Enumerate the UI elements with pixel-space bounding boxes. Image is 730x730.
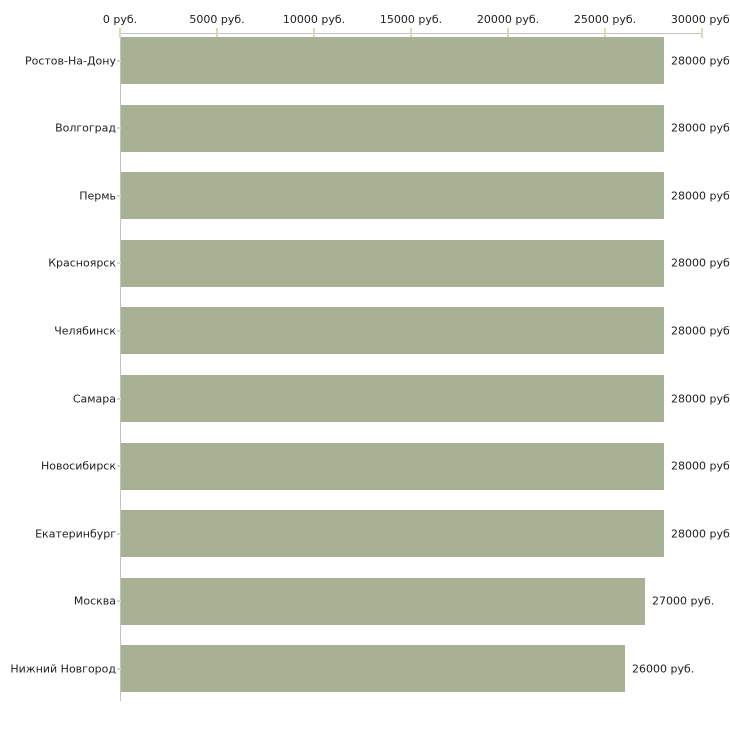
x-tick-label: 15000 руб. <box>379 13 443 26</box>
category-label: Новосибирск <box>40 459 116 473</box>
y-tick-mark <box>117 397 121 400</box>
x-tick-label: 30000 руб. <box>670 13 730 26</box>
bar <box>121 510 664 557</box>
bar-value-label: 28000 руб. <box>671 256 730 270</box>
x-tick-mark <box>410 28 412 38</box>
category-label: Нижний Новгород <box>10 662 116 676</box>
y-tick-mark <box>117 262 121 265</box>
bar <box>121 105 664 152</box>
bar-value-label: 28000 руб. <box>671 189 730 203</box>
x-tick-mark <box>604 28 606 38</box>
x-tick-label: 0 руб. <box>102 13 138 26</box>
bar <box>121 172 664 219</box>
bar-value-label: 28000 руб. <box>671 392 730 405</box>
x-tick-mark <box>507 28 509 38</box>
y-tick-mark <box>117 329 121 332</box>
bar <box>121 307 664 354</box>
category-label: Москва <box>73 594 116 608</box>
category-label: Пермь <box>79 189 116 203</box>
bar <box>121 37 664 84</box>
bar-value-label: 28000 руб. <box>671 121 730 135</box>
y-tick-mark <box>117 667 121 670</box>
category-label: Ростов-На-Дону <box>24 54 116 67</box>
category-label: Самара <box>72 392 116 405</box>
x-tick-mark <box>313 28 315 38</box>
y-axis-line <box>120 33 121 701</box>
bar-value-label: 28000 руб. <box>671 527 730 541</box>
bar <box>121 240 664 287</box>
bar <box>121 578 645 625</box>
bar-value-label: 27000 руб. <box>652 594 715 608</box>
category-label: Волгоград <box>55 121 116 135</box>
bar <box>121 375 664 422</box>
y-tick-mark <box>117 600 121 603</box>
category-label: Красноярск <box>48 256 116 270</box>
x-tick-label: 10000 руб. <box>282 13 346 26</box>
x-tick-mark <box>701 28 703 38</box>
category-label: Екатеринбург <box>35 527 116 541</box>
x-tick-label: 5000 руб. <box>189 13 245 26</box>
x-tick-label: 20000 руб. <box>476 13 540 26</box>
bar-value-label: 26000 руб. <box>632 662 695 676</box>
x-tick-mark <box>119 28 121 38</box>
y-tick-mark <box>117 194 121 197</box>
bar <box>121 645 625 692</box>
bar-value-label: 28000 руб. <box>671 54 730 67</box>
x-tick-mark <box>216 28 218 38</box>
category-label: Челябинск <box>54 324 116 338</box>
y-tick-mark <box>117 532 121 535</box>
y-tick-mark <box>117 465 121 468</box>
y-tick-mark <box>117 59 121 62</box>
bar-value-label: 28000 руб. <box>671 459 730 473</box>
x-tick-label: 25000 руб. <box>573 13 637 26</box>
bar-value-label: 28000 руб. <box>671 324 730 338</box>
y-tick-mark <box>117 127 121 130</box>
bar <box>121 443 664 490</box>
